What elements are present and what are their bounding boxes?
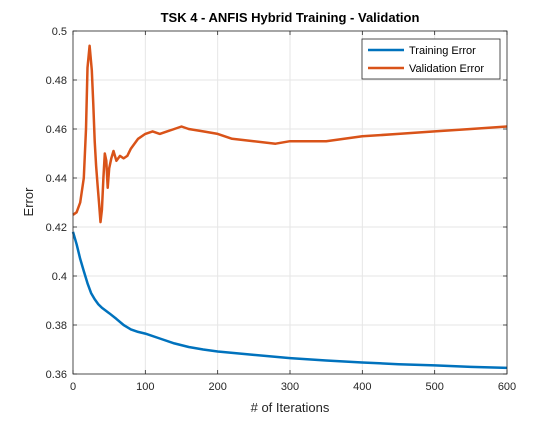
y-tick-label: 0.5 [52, 26, 67, 38]
x-tick-label: 600 [498, 381, 516, 393]
x-tick-label: 0 [70, 381, 76, 393]
series-layer [71, 44, 508, 370]
legend-box [361, 38, 501, 80]
legend[interactable]: Training Error Validation Error [361, 38, 501, 80]
series-line-validation-error [72, 44, 508, 224]
y-tick-label: 0.36 [46, 369, 67, 381]
chart-title: TSK 4 - ANFIS Hybrid Training - Validati… [161, 10, 420, 25]
x-tick-label: 100 [136, 381, 154, 393]
y-tick-label: 0.4 [52, 271, 67, 283]
x-tick-label: 200 [208, 381, 226, 393]
y-tick-label: 0.42 [46, 222, 67, 234]
series-line-training-error [71, 231, 508, 370]
y-axis: 0.36 0.38 0.4 0.42 0.44 0.46 0.48 0.5 [46, 26, 507, 381]
y-axis-label: Error [21, 187, 36, 217]
x-tick-label: 500 [425, 381, 443, 393]
y-tick-label: 0.44 [46, 173, 67, 185]
x-axis: 0 100 200 300 400 500 600 [70, 31, 516, 393]
y-tick-label: 0.48 [46, 75, 67, 87]
y-tick-label: 0.46 [46, 124, 67, 136]
x-tick-label: 300 [281, 381, 299, 393]
y-tick-label: 0.38 [46, 320, 67, 332]
x-tick-label: 400 [353, 381, 371, 393]
x-axis-label: # of Iterations [251, 400, 330, 415]
legend-label-training: Training Error [409, 45, 476, 57]
legend-label-validation: Validation Error [409, 63, 484, 75]
